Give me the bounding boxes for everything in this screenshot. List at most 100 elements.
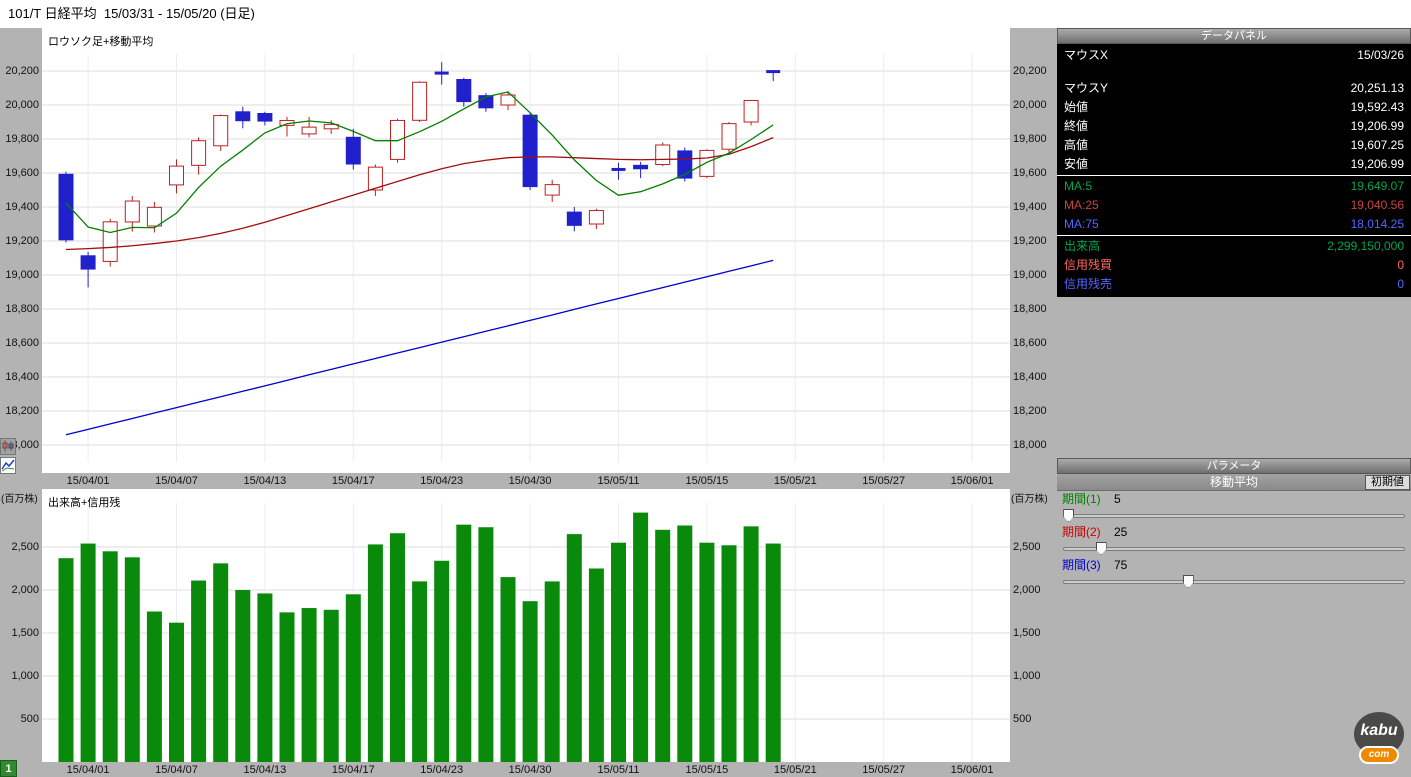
- parameter-row: 期間(1) 5: [1057, 491, 1411, 507]
- chart-area: 20,200 20,000 19,800 19,600 19,400 19,200 19,0…: [0, 28, 1057, 777]
- data-row-label: MA:25: [1064, 198, 1099, 212]
- x-axis-date-label: 15/04/01: [66, 764, 110, 776]
- y-axis-label: 19,000: [5, 269, 39, 281]
- data-row-label: MA:75: [1064, 217, 1099, 231]
- x-axis-date-label: 15/04/13: [243, 764, 287, 776]
- parameter-slider[interactable]: [1063, 573, 1405, 590]
- x-axis-date-label: 15/06/01: [950, 475, 994, 487]
- data-panel-row: マウスY 20,251.13: [1057, 79, 1411, 98]
- y-axis-label: 18,400: [1013, 371, 1047, 383]
- price-pane: 20,200 20,000 19,800 19,600 19,400 19,200 19,0…: [0, 28, 1057, 473]
- data-row-label: 信用残買: [1064, 258, 1113, 272]
- data-row-value: 15/03/26: [1357, 48, 1404, 62]
- data-panel-row: 終値 19,206.99: [1057, 117, 1411, 136]
- reset-defaults-button[interactable]: 初期値: [1365, 475, 1410, 490]
- parameter-panel: パラメータ 移動平均 初期値 期間(1) 5 期間(2) 25 期間(3) 75: [1057, 458, 1411, 590]
- data-panel-separator: [1057, 235, 1411, 236]
- x-axis-date-label: 15/04/30: [508, 764, 552, 776]
- y-axis-label: 18,200: [1013, 405, 1047, 417]
- slider-track[interactable]: [1063, 547, 1405, 551]
- y-axis-label: 2,000: [1013, 584, 1041, 596]
- y-axis-label: 18,600: [1013, 337, 1047, 349]
- y-axis-label: 500: [20, 713, 39, 725]
- line-chart-tool-icon[interactable]: [0, 457, 16, 474]
- slider-thumb[interactable]: [1095, 542, 1107, 555]
- kabu-com-logo: kabu com: [1350, 712, 1408, 764]
- data-row-label: 始値: [1064, 100, 1089, 114]
- volume-chart-svg[interactable]: [42, 489, 1010, 762]
- data-row-label: マウスY: [1064, 81, 1109, 95]
- y-axis-label: 19,800: [1013, 133, 1047, 145]
- data-panel-row: 安値 19,206.99: [1057, 155, 1411, 174]
- page-indicator[interactable]: 1: [0, 760, 17, 777]
- data-panel-row: MA:75 18,014.25: [1057, 215, 1411, 234]
- y-axis-label: 19,400: [5, 201, 39, 213]
- data-row-value: 0: [1397, 277, 1404, 291]
- data-row-value: 19,040.56: [1350, 198, 1404, 212]
- x-axis-date-label: 15/05/27: [862, 764, 906, 776]
- slider-track[interactable]: [1063, 580, 1405, 584]
- x-axis-date-label: 15/04/30: [508, 475, 552, 487]
- parameter-row: 期間(3) 75: [1057, 557, 1411, 573]
- logo-com-badge: com: [1359, 746, 1399, 764]
- data-row-label: 信用残売: [1064, 277, 1113, 291]
- y-axis-label: 19,400: [1013, 201, 1047, 213]
- y-axis-label: 20,200: [5, 65, 39, 77]
- y-axis-label: 20,000: [1013, 99, 1047, 111]
- y-axis-label: 18,800: [1013, 303, 1047, 315]
- slider-thumb[interactable]: [1063, 509, 1075, 522]
- candlestick-tool-icon[interactable]: [0, 438, 16, 455]
- parameter-subheader: 移動平均 初期値: [1057, 474, 1411, 491]
- parameter-list: 期間(1) 5 期間(2) 25 期間(3) 75: [1057, 491, 1411, 590]
- data-panel-row: 信用残買 0: [1057, 256, 1411, 275]
- data-panel-row: 出来高 2,299,150,000: [1057, 237, 1411, 256]
- main-area: 20,200 20,000 19,800 19,600 19,400 19,200 19,0…: [0, 28, 1411, 777]
- data-row-value: 19,592.43: [1350, 100, 1404, 114]
- x-axis-date-label: 15/05/15: [685, 475, 729, 487]
- data-row-value: 19,206.99: [1350, 119, 1404, 133]
- y-axis-label: 1,000: [1013, 670, 1041, 682]
- y-axis-label: 19,800: [5, 133, 39, 145]
- volume-y-axis-left: (百万株) 2,500 2,000 1,500 1,000 500: [0, 489, 42, 762]
- data-panel-row: マウスX 15/03/26: [1057, 46, 1411, 65]
- price-y-axis-left: 20,200 20,000 19,800 19,600 19,400 19,200 19,0…: [0, 28, 42, 473]
- y-axis-label: 1,000: [11, 670, 39, 682]
- parameter-slider[interactable]: [1063, 540, 1405, 557]
- data-row-label: 高値: [1064, 138, 1089, 152]
- x-axis-date-label: 15/05/11: [597, 475, 640, 487]
- price-chart-svg[interactable]: [42, 28, 1010, 473]
- chart-toolbar: [0, 438, 17, 476]
- data-row-value: 0: [1397, 258, 1404, 272]
- x-axis-date-label: 15/05/21: [773, 475, 817, 487]
- volume-pane: (百万株) 2,500 2,000 1,500 1,000 500 出来高+信用残 (百…: [0, 489, 1057, 762]
- slider-thumb[interactable]: [1182, 575, 1194, 588]
- parameter-label: 期間(1): [1062, 492, 1101, 506]
- y-axis-label: 19,000: [1013, 269, 1047, 281]
- volume-unit-label: (百万株): [1, 494, 38, 505]
- x-axis-date-label: 15/04/07: [155, 475, 198, 487]
- slider-track[interactable]: [1063, 514, 1405, 518]
- x-axis-date-label: 15/05/15: [685, 764, 729, 776]
- y-axis-label: 19,200: [1013, 235, 1047, 247]
- x-axis-date-label: 15/04/23: [420, 764, 464, 776]
- x-axis-date-label: 15/04/13: [243, 475, 287, 487]
- y-axis-label: 2,000: [11, 584, 39, 596]
- data-row-label: マウスX: [1064, 48, 1109, 62]
- volume-plot[interactable]: 出来高+信用残: [42, 489, 1010, 762]
- y-axis-label: 1,500: [1013, 627, 1041, 639]
- data-row-label: MA:5: [1064, 179, 1093, 193]
- price-plot[interactable]: ロウソク足+移動平均: [42, 28, 1010, 473]
- data-row-value: 19,607.25: [1350, 138, 1404, 152]
- y-axis-label: 1,500: [11, 627, 39, 639]
- y-axis-label: 20,000: [5, 99, 39, 111]
- y-axis-label: 20,200: [1013, 65, 1047, 77]
- data-panel-separator: [1057, 175, 1411, 176]
- y-axis-label: 18,800: [5, 303, 39, 315]
- data-row-label: 出来高: [1064, 239, 1101, 253]
- parameter-subtitle: 移動平均: [1209, 475, 1258, 489]
- y-axis-label: 2,500: [11, 541, 39, 553]
- side-panel: データパネル マウスX 15/03/26 マウスY 20,251.13 始値 19,592…: [1057, 28, 1411, 777]
- data-panel-row: MA:5 19,649.07: [1057, 177, 1411, 196]
- parameter-slider[interactable]: [1063, 507, 1405, 524]
- x-axis-date-label: 15/05/11: [597, 764, 640, 776]
